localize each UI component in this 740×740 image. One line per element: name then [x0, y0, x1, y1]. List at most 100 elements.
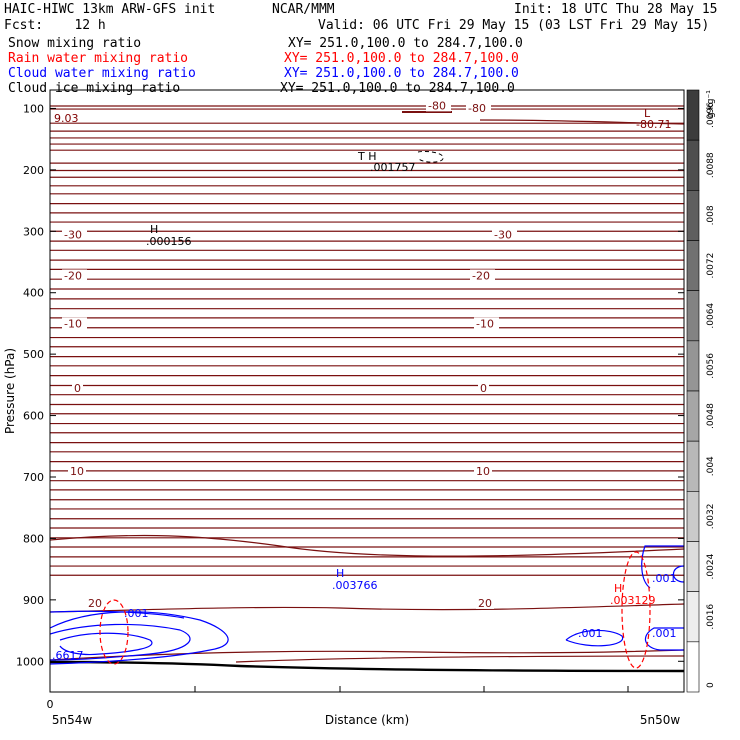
extremum-value: 9.03: [54, 112, 79, 125]
x-end-label: 5n50w: [640, 713, 681, 727]
contour-label: 0: [74, 382, 81, 395]
contour-label: -10: [64, 317, 82, 330]
extremum-value: .003129: [610, 594, 656, 607]
extremum-marker: H: [336, 567, 344, 580]
org-label: NCAR/MMM: [272, 2, 335, 17]
field-name-cloud-ice: Cloud ice mixing ratio: [8, 81, 181, 96]
cloud-water-label: .001: [124, 607, 149, 620]
colorbar-tick-label: .0024: [706, 553, 716, 579]
plot-frame: [49, 89, 685, 693]
cloud-water-contour: [565, 629, 624, 647]
field-xy-snow: XY= 251.0,100.0 to 284.7,100.0: [288, 36, 523, 51]
valid-time: Valid: 06 UTC Fri 29 May 15 (03 LST Fri …: [318, 18, 710, 33]
colorbar-segment: [686, 290, 700, 342]
contour-label-bg: [62, 317, 87, 330]
extremum-marker: H: [150, 223, 158, 236]
colorbar-segment: [686, 641, 700, 693]
colorbar-tick-label: .0064: [706, 303, 716, 329]
contour-label: -80: [428, 99, 446, 112]
colorbar-segment: [686, 240, 700, 291]
colorbar-tick-label: .0056: [706, 353, 716, 379]
field-name-snow: Snow mixing ratio: [8, 36, 142, 51]
cloud-water-label: .001: [652, 627, 677, 640]
contour-label-bg: [474, 464, 492, 477]
colorbar-segment: [686, 190, 700, 241]
temperature-contour-curve: [50, 649, 684, 661]
cloud-water-label: .6617: [52, 649, 84, 662]
contour-label-bg: [492, 228, 517, 241]
contour-label: 20: [88, 597, 102, 610]
extremum-marker: T H: [357, 150, 377, 163]
temperature-contour-top: [479, 119, 684, 125]
x-tick-label-zero: 0: [47, 698, 54, 711]
contour-label-bg: [68, 464, 86, 477]
cloud-water-contour: [59, 632, 153, 656]
contour-label-bg: [478, 381, 489, 394]
contour-label-bg: [62, 269, 87, 282]
contour-label-bg: [470, 269, 495, 282]
contour-label: -30: [494, 228, 512, 241]
contour-label: -20: [472, 270, 490, 283]
rain-water-contour: [621, 551, 651, 669]
extremum-value: -80.71: [636, 118, 671, 131]
extremum-marker: H: [614, 582, 622, 595]
y-tick-label: 800: [23, 532, 44, 545]
contour-label-bg: [62, 228, 87, 241]
colorbar-segment: [686, 591, 700, 643]
contour-label-bg: [466, 101, 491, 114]
y-tick-label: 200: [23, 164, 44, 177]
colorbar-tick-label: .0048: [706, 403, 716, 429]
extremum-value: .001757: [370, 161, 416, 174]
field-name-cloud-water: Cloud water mixing ratio: [8, 66, 196, 81]
x-axis-label: Distance (km): [325, 713, 409, 727]
cloud-water-contour: [672, 565, 684, 583]
y-tick-label: 700: [23, 471, 44, 484]
init-time: Init: 18 UTC Thu 28 May 15: [514, 2, 718, 17]
y-tick-label: 1000: [16, 655, 44, 668]
contour-label: -10: [476, 317, 494, 330]
terrain-line: [50, 660, 684, 673]
contour-label: 10: [70, 465, 84, 478]
colorbar-tick-label: .004: [706, 456, 716, 476]
field-name-rain: Rain water mixing ratio: [8, 51, 189, 66]
field-xy-cloud-ice: XY= 251.0,100.0 to 284.7,100.0: [280, 81, 515, 96]
y-tick-label: 300: [23, 225, 44, 238]
y-tick-label: 900: [23, 594, 44, 607]
cloud-water-contour: [644, 627, 684, 651]
colorbar-tick-label: .0096: [706, 102, 716, 128]
cloud-water-contour: [50, 610, 185, 619]
colorbar-segment: [686, 139, 700, 191]
contour-label-bg: [86, 596, 104, 609]
contour-label: 0: [480, 382, 487, 395]
contour-label-bg: [476, 596, 494, 609]
contour-label: 20: [478, 597, 492, 610]
cloud-water-label: .001: [578, 627, 603, 640]
contour-label-bg: [426, 99, 451, 112]
colorbar-segment: [686, 541, 700, 592]
colorbar-segment: [686, 89, 700, 141]
temperature-contour-curve: [50, 534, 684, 557]
extremum-value: .003766: [332, 579, 378, 592]
colorbar-tick-label: 0: [706, 682, 716, 688]
contour-label-bg: [72, 381, 83, 394]
colorbar-tick-label: .0072: [706, 253, 716, 279]
extremum-marker: L: [644, 107, 651, 120]
colorbar-tick-label: .008: [706, 205, 716, 225]
y-tick-label: 600: [23, 410, 44, 423]
cloud-water-contour: [641, 545, 684, 589]
rain-water-contour: [99, 599, 129, 665]
cloud-water-label: .001: [652, 572, 677, 585]
x-start-label: 5n54w: [52, 713, 93, 727]
y-axis-label: Pressure (hPa): [3, 348, 17, 434]
colorbar-segment: [686, 491, 700, 542]
cloud-water-contour: [50, 611, 229, 665]
colorbar-segment: [686, 340, 700, 392]
cloud-water-contour: [50, 623, 191, 661]
colorbar-unit: g kg⁻¹: [706, 90, 716, 118]
forecast-hour: Fcst: 12 h: [4, 18, 106, 33]
contour-label-bg: [474, 317, 499, 330]
extremum-value: .000156: [146, 235, 192, 248]
cloud-ice-contour: [417, 151, 444, 163]
contour-label: -80: [468, 102, 486, 115]
